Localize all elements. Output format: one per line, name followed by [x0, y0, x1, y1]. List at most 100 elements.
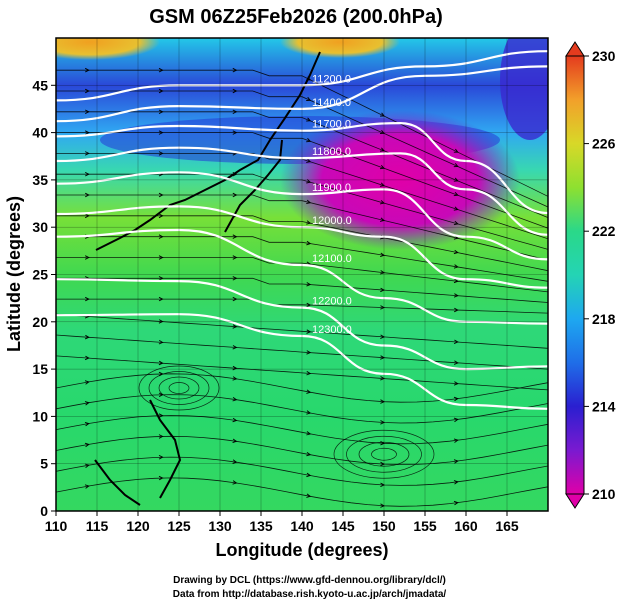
streamline-arrow — [306, 179, 312, 184]
streamline-arrow — [158, 67, 164, 73]
x-axis-label: Longitude (degrees) — [215, 540, 388, 560]
streamline-arrow — [379, 130, 385, 135]
colorbar-tick-label: 214 — [592, 398, 616, 414]
colorbar-ticks: 210 214 218 222 226 230 — [584, 48, 616, 502]
streamline-arrow — [379, 217, 385, 222]
streamline-arrow — [158, 88, 164, 94]
borneo-coastline — [94, 459, 141, 506]
streamline-arrow — [379, 147, 385, 152]
cold-anomaly-ne — [500, 38, 548, 140]
streamline-arrow — [453, 163, 459, 168]
streamline-eddy — [358, 441, 410, 467]
streamline-arrow — [379, 182, 385, 187]
streamline — [56, 215, 548, 272]
colorbar-tick-label: 226 — [592, 136, 616, 152]
contour-line — [56, 146, 548, 236]
streamline-arrow — [380, 270, 385, 275]
streamline — [56, 236, 548, 282]
streamline-arrow — [306, 472, 312, 478]
contour-line — [56, 121, 548, 215]
cold-core — [280, 110, 520, 250]
streamline-arrow — [232, 480, 238, 485]
streamline-arrow — [84, 171, 90, 177]
contour-label: 11900.0 — [312, 182, 351, 194]
streamline-arrow — [232, 67, 238, 73]
streamline-arrow — [232, 324, 238, 329]
y-tick-label: 5 — [40, 456, 48, 472]
streamline-arrow — [380, 252, 385, 258]
streamlines — [56, 67, 548, 508]
colorbar-tick-label: 230 — [592, 48, 616, 64]
streamline-arrow — [158, 454, 164, 460]
height-contours: 11200.0 11400.0 11700.0 11800.0 11900.0 12000… — [56, 50, 548, 410]
streamline-arrow — [453, 249, 459, 255]
streamline-arrow — [158, 340, 164, 345]
streamline-arrow — [306, 96, 312, 101]
streamline-arrow — [453, 148, 459, 153]
streamline-arrow — [84, 442, 90, 448]
y-tick-label: 20 — [32, 314, 48, 330]
streamline-arrow — [453, 480, 459, 485]
streamline-arrow — [84, 151, 90, 156]
warm-anomaly-nw — [56, 38, 160, 60]
streamline-arrow — [232, 376, 238, 381]
streamline-arrow — [158, 434, 164, 439]
streamline-arrow — [306, 302, 312, 308]
contour-line — [56, 50, 548, 102]
streamline-arrow — [232, 192, 238, 198]
streamline-arrow — [380, 334, 385, 339]
chart-title: GSM 06Z25Feb2026 (200.0hPa) — [149, 6, 442, 28]
streamline-arrow — [84, 109, 90, 115]
y-tick-label: 0 — [40, 503, 48, 519]
streamline-arrow — [84, 88, 90, 94]
streamline-arrow — [158, 192, 164, 198]
streamline-eddy — [148, 371, 210, 405]
streamline-arrow — [84, 463, 90, 468]
streamline-arrow — [84, 401, 90, 406]
streamline-eddy — [371, 447, 397, 461]
credit-data: Data from http://database.rish.kyoto-u.a… — [172, 589, 447, 600]
streamline-arrow — [306, 117, 312, 122]
streamline-arrow — [453, 339, 459, 345]
streamline — [56, 298, 548, 314]
contour-line — [56, 278, 548, 371]
asia-coastline — [95, 51, 321, 251]
streamline — [56, 477, 548, 507]
x-tick-label: 130 — [208, 518, 232, 534]
streamline-arrow — [454, 307, 459, 313]
streamline-arrow — [306, 282, 312, 287]
streamline-arrow — [380, 399, 385, 404]
streamline-arrow — [306, 410, 312, 415]
streamline-arrow — [380, 200, 385, 205]
streamline-arrow — [84, 213, 90, 219]
contour-label: 11700.0 — [312, 119, 351, 131]
streamline-arrow — [158, 151, 164, 156]
streamline-arrow — [306, 199, 312, 205]
y-tick-label: 25 — [32, 267, 48, 283]
streamline-arrow — [306, 220, 312, 225]
streamline-arrow — [158, 255, 164, 260]
streamline-arrow — [306, 158, 312, 163]
streamline-arrow — [158, 130, 164, 135]
streamline-arrow — [453, 396, 459, 402]
streamline-arrow — [232, 276, 238, 281]
colorbar-tick-label: 210 — [592, 486, 616, 502]
colorbar: 210 214 218 222 226 230 — [565, 41, 616, 509]
y-axis-ticks: 0 5 10 15 20 25 30 35 40 45 — [32, 77, 56, 519]
contour-line — [56, 171, 548, 261]
streamline-arrow — [84, 192, 90, 198]
streamline-arrow — [232, 345, 238, 350]
streamline-arrow — [158, 296, 164, 302]
streamline-arrow — [380, 482, 385, 488]
streamline-arrow — [158, 392, 164, 398]
streamline-arrow — [158, 234, 164, 239]
y-tick-label: 10 — [32, 408, 48, 424]
streamline — [56, 69, 548, 197]
streamline-eddy — [138, 365, 220, 411]
streamline-arrow — [380, 355, 385, 360]
contour-line — [56, 228, 548, 325]
streamline — [56, 313, 548, 349]
x-tick-label: 160 — [454, 518, 478, 534]
x-tick-label: 120 — [126, 518, 150, 534]
colorbar-tick-label: 218 — [592, 311, 616, 327]
